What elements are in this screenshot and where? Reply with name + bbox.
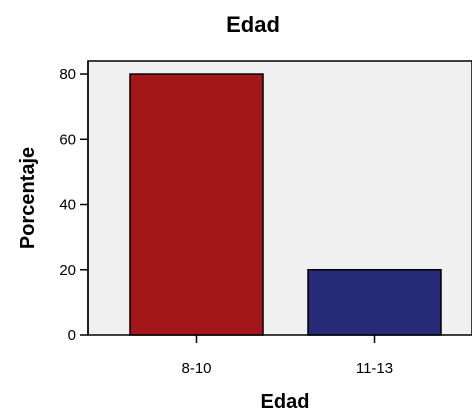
y-axis-title: Porcentaje — [17, 147, 39, 249]
bar-11-13 — [307, 269, 442, 336]
bar-8-10 — [129, 73, 264, 336]
y-axis: 0 20 40 60 80 — [59, 61, 89, 344]
y-tick-label: 40 — [59, 197, 76, 214]
y-tick-label: 60 — [59, 131, 76, 148]
chart-title: Edad — [226, 12, 280, 37]
x-axis-title: Edad — [261, 391, 310, 413]
x-tick-label: 11-13 — [356, 360, 393, 377]
y-tick-label: 20 — [59, 262, 76, 279]
y-tick-label: 0 — [68, 327, 76, 344]
y-tick-label: 80 — [59, 66, 76, 83]
x-axis: 8-10 11-13 — [181, 335, 393, 377]
x-tick-label: 8-10 — [181, 360, 211, 377]
